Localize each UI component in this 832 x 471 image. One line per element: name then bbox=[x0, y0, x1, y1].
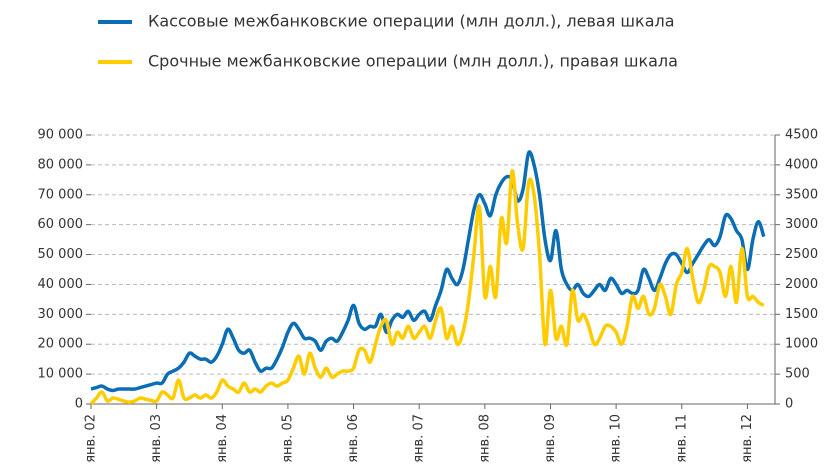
y-tick-label: 50 000 bbox=[38, 247, 84, 262]
x-tick-label: янв. 03 bbox=[149, 414, 164, 463]
y-tick-label: 60 000 bbox=[38, 217, 84, 232]
y-tick-label: 70 000 bbox=[38, 187, 84, 202]
x-tick-label: янв. 06 bbox=[346, 414, 361, 463]
y2-tick-label: 3500 bbox=[785, 187, 818, 202]
series-line bbox=[89, 169, 765, 406]
y-tick-label: 20 000 bbox=[38, 337, 84, 352]
legend-label: Кассовые межбанковские операции (млн дол… bbox=[148, 12, 675, 31]
y2-tick-label: 4000 bbox=[785, 157, 818, 172]
y2-tick-label: 2500 bbox=[785, 247, 818, 262]
y2-tick-label: 3000 bbox=[785, 217, 818, 232]
x-tick-label: янв. 08 bbox=[477, 414, 492, 463]
y2-tick-label: 0 bbox=[785, 397, 793, 412]
y2-tick-label: 2000 bbox=[785, 277, 818, 292]
x-tick-label: янв. 10 bbox=[609, 414, 624, 463]
y2-tick-label: 4500 bbox=[785, 128, 818, 143]
y2-tick-label: 500 bbox=[785, 367, 810, 382]
x-tick-label: янв. 09 bbox=[543, 414, 558, 463]
legend-label: Срочные межбанковские операции (млн долл… bbox=[148, 52, 678, 71]
x-tick-label: янв. 07 bbox=[412, 414, 427, 463]
y-tick-label: 40 000 bbox=[38, 277, 84, 292]
y-tick-label: 10 000 bbox=[38, 367, 84, 382]
y-tick-label: 30 000 bbox=[38, 307, 84, 322]
x-tick-label: янв. 12 bbox=[740, 414, 755, 463]
x-tick-label: янв. 11 bbox=[674, 414, 689, 463]
y-tick-label: 0 bbox=[75, 397, 83, 412]
y2-tick-label: 1500 bbox=[785, 307, 818, 322]
y2-tick-label: 1000 bbox=[785, 337, 818, 352]
x-tick-label: янв. 05 bbox=[280, 414, 295, 463]
y-tick-label: 90 000 bbox=[38, 128, 84, 143]
x-tick-label: янв. 04 bbox=[215, 414, 230, 463]
x-tick-label: янв. 02 bbox=[84, 414, 99, 463]
y-tick-label: 80 000 bbox=[38, 157, 84, 172]
series-line bbox=[90, 150, 766, 393]
